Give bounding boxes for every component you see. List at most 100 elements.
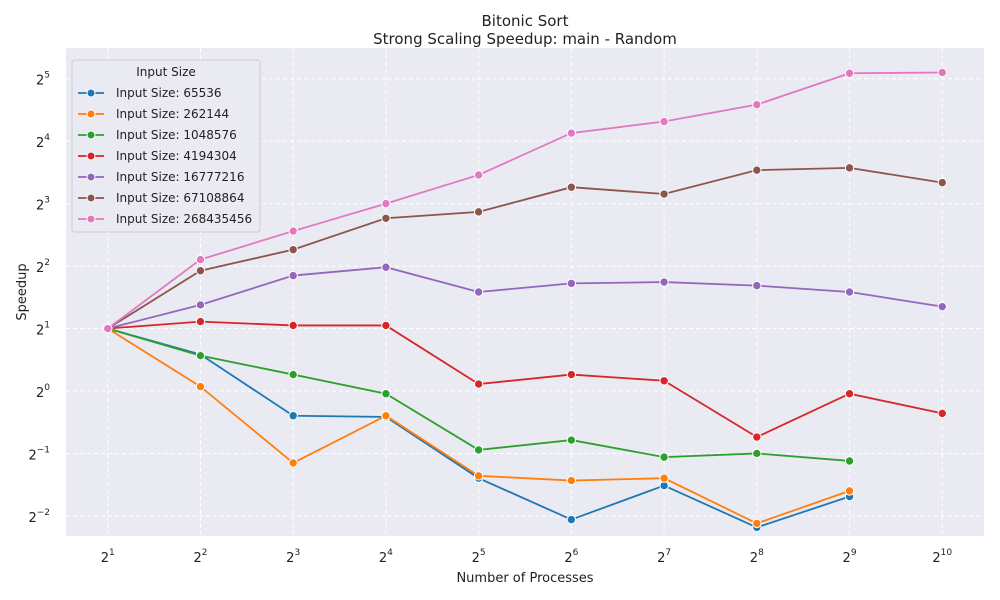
data-point — [288, 458, 298, 468]
data-point — [195, 316, 206, 327]
data-point — [752, 432, 762, 442]
data-point — [844, 389, 855, 399]
data-point — [844, 486, 855, 496]
data-point — [288, 244, 298, 255]
y-tick-label: 20 — [36, 383, 50, 401]
legend-items: Input Size: 65536 Input Size: 262144 Input… — [78, 86, 252, 226]
x-axis-label: Number of Processes — [456, 571, 593, 586]
data-point — [381, 320, 391, 331]
y-tick-label: 23 — [36, 196, 50, 214]
data-point — [103, 323, 113, 334]
legend-title: Input Size — [136, 65, 196, 79]
legend-label: Input Size: 16777216 — [116, 170, 244, 184]
data-point — [381, 198, 391, 209]
data-point — [659, 452, 669, 462]
legend-item: Input Size: 65536 — [78, 86, 222, 100]
x-tick-label: 26 — [564, 548, 578, 566]
data-point — [844, 68, 855, 78]
data-point — [288, 411, 298, 421]
data-point — [195, 350, 206, 361]
x-tick-label: 22 — [193, 548, 207, 566]
x-tick-label: 25 — [472, 548, 486, 566]
x-tick-label: 29 — [843, 548, 857, 566]
data-point — [381, 389, 391, 399]
data-point — [288, 369, 298, 380]
series-line — [107, 71, 943, 330]
data-point — [937, 177, 947, 188]
legend-label: Input Size: 1048576 — [116, 128, 237, 142]
series-line — [107, 266, 943, 330]
x-tick-label: 24 — [379, 548, 393, 566]
x-tick-label: 23 — [286, 548, 300, 566]
legend-swatch-marker — [86, 130, 96, 140]
legend-item: Input Size: 262144 — [78, 107, 229, 121]
data-point — [566, 278, 577, 289]
data-point — [566, 475, 577, 486]
legend-frame — [71, 59, 261, 233]
data-point — [381, 411, 391, 421]
data-point — [288, 226, 298, 236]
data-point — [381, 262, 391, 272]
series-6 — [103, 67, 947, 334]
legend-label: Input Size: 4194304 — [116, 149, 237, 163]
data-point — [752, 280, 762, 291]
data-point — [473, 207, 484, 217]
x-tick-label: 27 — [657, 548, 671, 566]
legend-swatch-marker — [86, 88, 96, 98]
data-point — [659, 116, 669, 127]
data-point — [566, 369, 577, 380]
data-point — [195, 254, 206, 265]
data-point — [752, 518, 762, 529]
legend-item: Input Size: 1048576 — [78, 128, 237, 142]
series-line — [107, 320, 943, 439]
y-tick-label: 2−2 — [28, 508, 50, 526]
y-tick-label: 22 — [36, 258, 50, 276]
data-point — [659, 473, 669, 483]
y-tick-label: 2−1 — [28, 445, 50, 463]
data-point — [844, 287, 855, 297]
y-tick-label: 21 — [36, 321, 50, 339]
legend-label: Input Size: 268435456 — [116, 212, 252, 226]
legend-swatch-marker — [86, 151, 96, 161]
data-point — [566, 128, 577, 138]
y-tick-label: 24 — [36, 133, 50, 151]
data-point — [937, 67, 947, 78]
legend-item: Input Size: 67108864 — [78, 191, 244, 205]
data-point — [195, 381, 206, 392]
chart-subtitle: Strong Scaling Speedup: main - Random — [373, 30, 677, 48]
legend-swatch-marker — [86, 214, 96, 224]
data-point — [752, 165, 762, 175]
legend-item: Input Size: 4194304 — [78, 149, 237, 163]
x-tick-label: 210 — [932, 548, 952, 566]
data-point — [566, 182, 577, 192]
legend-label: Input Size: 262144 — [116, 107, 229, 121]
data-point — [288, 270, 298, 281]
data-point — [473, 379, 484, 389]
data-point — [659, 376, 669, 386]
data-point — [844, 456, 855, 466]
data-point — [195, 300, 206, 310]
data-point — [195, 266, 206, 276]
x-tick-label: 28 — [750, 548, 764, 566]
legend-swatch-marker — [86, 172, 96, 182]
legend-item: Input Size: 268435456 — [78, 212, 252, 226]
data-point — [937, 301, 947, 312]
y-axis-label: Speedup — [15, 263, 30, 320]
legend-label: Input Size: 67108864 — [116, 191, 244, 205]
series-line — [107, 166, 943, 330]
legend-swatch-marker — [86, 109, 96, 119]
data-point — [844, 163, 855, 173]
y-tick-label: 25 — [36, 71, 50, 89]
data-point — [473, 471, 484, 481]
data-point — [473, 170, 484, 180]
legend-swatch-marker — [86, 193, 96, 203]
x-tick-label: 21 — [101, 548, 115, 566]
data-point — [566, 514, 577, 525]
data-point — [659, 277, 669, 287]
series-3 — [103, 316, 947, 442]
series-lines — [103, 67, 947, 533]
x-tick-labels: 21 22 23 24 25 26 27 28 29 210 — [101, 548, 953, 566]
legend-label: Input Size: 65536 — [116, 86, 222, 100]
